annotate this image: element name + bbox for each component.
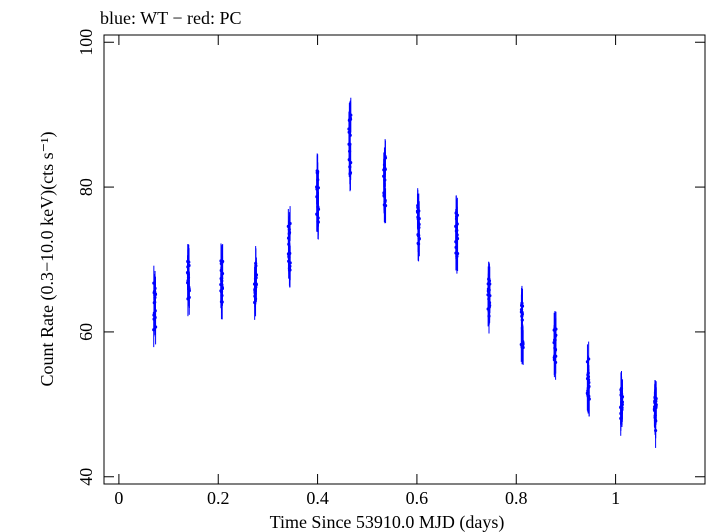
data-point	[417, 217, 421, 221]
data-point	[383, 178, 387, 182]
data-point	[288, 221, 292, 226]
y-tick-label: 60	[76, 323, 96, 341]
x-axis-label: Time Since 53910.0 MJD (days)	[270, 512, 505, 532]
data-point	[455, 213, 459, 217]
plot-frame	[103, 34, 706, 485]
data-point	[554, 327, 558, 331]
data-point	[488, 294, 492, 298]
data-point	[417, 237, 421, 241]
data-point	[254, 273, 259, 277]
x-tick-label: 0.8	[505, 488, 528, 508]
x-tick-label: 0.2	[207, 488, 230, 508]
x-tick-label: 0.6	[406, 488, 429, 508]
data-point	[554, 354, 558, 358]
data-point	[288, 261, 292, 265]
data-point	[287, 230, 292, 235]
y-tick-label: 100	[76, 29, 96, 56]
data-point	[654, 403, 658, 407]
data-point	[620, 395, 625, 399]
y-axis-ticks: 40 60 80 100	[76, 29, 705, 486]
data-point	[520, 304, 525, 308]
x-tick-label: 1	[611, 488, 620, 508]
y-axis-label: Count Rate (0.3−10.0 keV)(cts s⁻¹)	[37, 131, 58, 386]
data-point	[587, 357, 591, 361]
data-point	[349, 113, 353, 117]
x-tick-label: 0	[114, 488, 123, 508]
data-point	[153, 325, 158, 329]
data-point	[221, 259, 225, 264]
data-point	[383, 156, 388, 160]
x-axis-ticks: 0 0.2 0.4 0.6 0.8 1	[114, 35, 620, 508]
data-point	[383, 204, 388, 208]
data-point	[349, 161, 353, 165]
chart-title: blue: WT − red: PC	[100, 8, 241, 28]
data-points	[152, 97, 658, 448]
data-point	[521, 345, 525, 350]
data-point	[587, 397, 591, 401]
x-tick-label: 0.4	[306, 488, 329, 508]
data-point	[187, 289, 191, 293]
y-tick-label: 40	[76, 468, 96, 486]
y-tick-label: 80	[76, 178, 96, 196]
data-point	[153, 292, 158, 296]
data-point	[455, 252, 460, 256]
data-point	[187, 263, 191, 268]
data-point	[316, 207, 321, 211]
data-point	[316, 186, 320, 190]
